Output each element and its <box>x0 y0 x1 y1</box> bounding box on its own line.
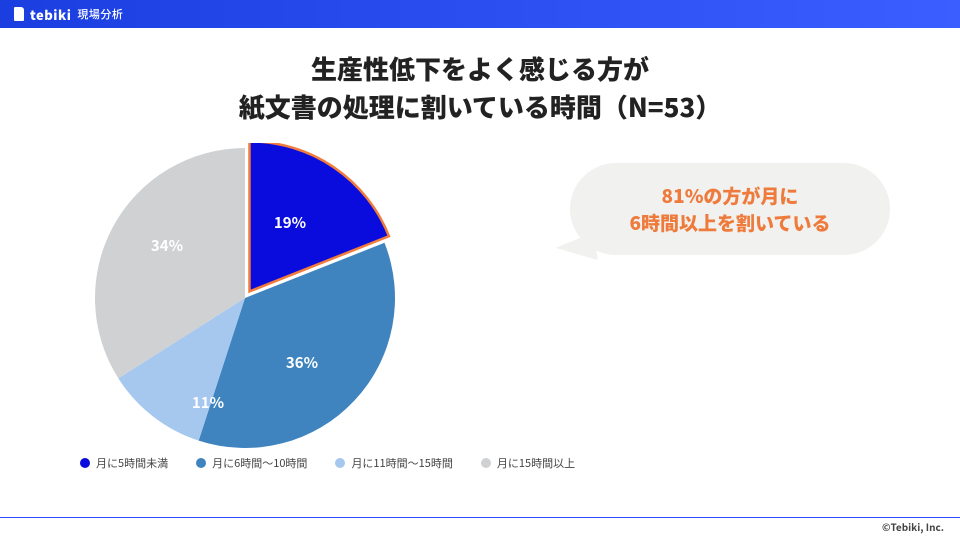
slice-percent-label: 11% <box>192 392 224 413</box>
legend-item: 月に5時間未満 <box>80 455 168 471</box>
chart-area: 19% 36% 11% 34% 81%の方が月に 6時間以上を割いている 月に5時間未… <box>0 125 960 485</box>
legend-item: 月に6時間〜10時間 <box>196 455 307 471</box>
legend-label: 月に5時間未満 <box>96 455 168 471</box>
callout-line1: 81%の方が月に <box>629 182 830 210</box>
title-line1: 生産性低下をよく感じる方が <box>0 50 960 88</box>
legend: 月に5時間未満 月に6時間〜10時間 月に11時間〜15時間 月に15時間以上 <box>80 455 575 471</box>
brand-sub: 現場分析 <box>77 6 123 22</box>
legend-label: 月に15時間以上 <box>497 455 575 471</box>
legend-swatch <box>481 458 491 468</box>
logo-icon <box>14 7 24 21</box>
slice-percent-label: 36% <box>286 352 318 373</box>
legend-label: 月に6時間〜10時間 <box>212 455 307 471</box>
legend-swatch <box>335 458 345 468</box>
callout-line2: 6時間以上を割いている <box>629 209 830 237</box>
slice-percent-label: 34% <box>151 235 183 256</box>
brand-name: tebiki <box>30 5 71 24</box>
header-bar: tebiki 現場分析 <box>0 0 960 28</box>
legend-label: 月に11時間〜15時間 <box>351 455 452 471</box>
footer-rule <box>0 517 960 519</box>
slide-title: 生産性低下をよく感じる方が 紙文書の処理に割いている時間（N=53） <box>0 50 960 125</box>
footer-copyright: ©Tebiki, Inc. <box>882 519 944 534</box>
legend-swatch <box>196 458 206 468</box>
callout-bubble: 81%の方が月に 6時間以上を割いている <box>570 163 890 255</box>
legend-swatch <box>80 458 90 468</box>
slice-percent-label: 19% <box>274 212 306 233</box>
title-line2: 紙文書の処理に割いている時間（N=53） <box>0 88 960 126</box>
pie-chart: 19% 36% 11% 34% <box>80 143 440 473</box>
legend-item: 月に15時間以上 <box>481 455 575 471</box>
legend-item: 月に11時間〜15時間 <box>335 455 452 471</box>
